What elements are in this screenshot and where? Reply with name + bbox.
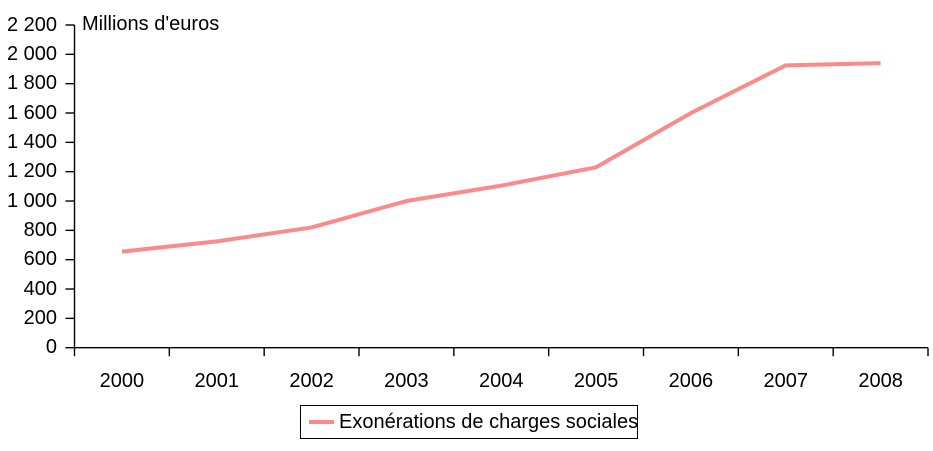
legend-line-marker <box>309 420 334 424</box>
y-tick-label: 2 200 <box>6 13 57 36</box>
legend-series-label: Exonérations de charges sociales <box>339 410 639 433</box>
y-tick-label: 1 600 <box>6 101 57 124</box>
y-tick-label: 400 <box>23 277 57 300</box>
x-tick-label: 2000 <box>99 370 145 392</box>
y-axis-title: Millions d'euros <box>82 13 220 35</box>
x-tick-label: 2005 <box>573 370 619 392</box>
legend: Exonérations de charges sociales <box>300 405 638 439</box>
x-tick-label: 2001 <box>194 370 240 392</box>
y-tick-label: 2 000 <box>6 42 57 65</box>
y-tick-label: 600 <box>23 248 57 271</box>
y-tick-label: 1 400 <box>6 130 57 153</box>
x-tick-label: 2006 <box>668 370 714 392</box>
x-tick-label: 2007 <box>763 370 809 392</box>
y-tick-label: 200 <box>23 306 57 329</box>
x-tick-label: 2002 <box>289 370 334 392</box>
y-tick-label: 0 <box>45 336 57 359</box>
y-tick-label: 1 800 <box>6 72 57 95</box>
x-tick-label: 2004 <box>479 370 524 392</box>
series-line-exonerations <box>121 61 881 254</box>
y-tick-label: 1 200 <box>6 160 57 183</box>
y-tick-label: 1 000 <box>6 189 57 212</box>
x-tick-label: 2008 <box>858 370 903 392</box>
x-tick-label: 2003 <box>384 370 429 392</box>
y-tick-label: 800 <box>23 218 57 241</box>
